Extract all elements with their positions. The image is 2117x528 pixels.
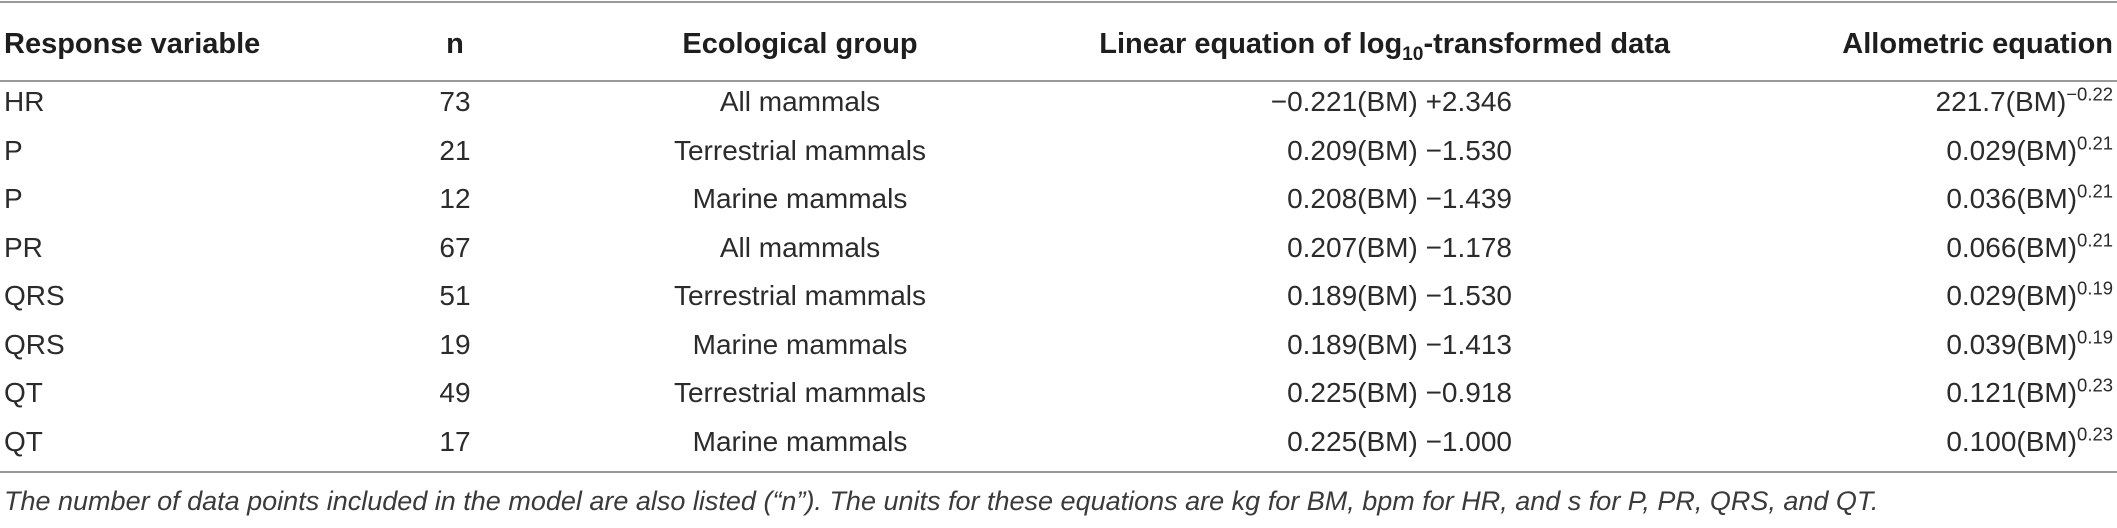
header-linear-equation: Linear equation of log10-transformed dat… <box>1040 10 1690 78</box>
cell-response: HR <box>4 86 45 118</box>
cell-n: 12 <box>439 183 471 215</box>
header-row: Response variable n Ecological group Lin… <box>0 10 2117 78</box>
cell-group: Marine mammals <box>692 328 908 360</box>
cell-group: All mammals <box>719 231 881 263</box>
cell-n: 21 <box>439 134 471 166</box>
table-row: PR 67 All mammals 0.207(BM) −1.178 0.066… <box>0 224 2117 273</box>
cell-linear-equation: −0.221(BM) +2.346 <box>1270 86 1512 118</box>
allometric-equations-table: Response variable n Ecological group Lin… <box>0 10 2117 466</box>
table-row: HR 73 All mammals −0.221(BM) +2.346 221.… <box>0 78 2117 127</box>
allometric-exponent: 0.21 <box>2077 132 2113 154</box>
cell-allometric-equation: 221.7(BM)−0.22 <box>1690 78 2117 127</box>
cell-n: 19 <box>439 328 471 360</box>
cell-response: QRS <box>4 328 65 360</box>
cell-linear-equation: 0.207(BM) −1.178 <box>1287 231 1512 263</box>
allometric-exponent: 0.21 <box>2077 229 2113 251</box>
header-allometric-equation: Allometric equation <box>1842 27 2113 60</box>
cell-n: 17 <box>439 425 471 457</box>
allometric-base: 0.066(BM) <box>1946 231 2078 263</box>
cell-group: All mammals <box>719 86 881 118</box>
header-rule <box>0 80 2117 82</box>
cell-allometric-equation: 0.066(BM)0.21 <box>1690 224 2117 273</box>
cell-allometric-equation: 0.100(BM)0.23 <box>1690 418 2117 467</box>
cell-group: Marine mammals <box>692 183 908 215</box>
header-response-variable: Response variable <box>4 27 261 60</box>
cell-allometric-equation: 0.029(BM)0.21 <box>1690 127 2117 176</box>
cell-group: Marine mammals <box>692 425 908 457</box>
cell-response: P <box>4 134 23 166</box>
table-row: P 21 Terrestrial mammals 0.209(BM) −1.53… <box>0 127 2117 176</box>
header-n: n <box>446 27 464 60</box>
allometric-base: 0.029(BM) <box>1946 280 2078 312</box>
cell-response: P <box>4 183 23 215</box>
cell-group: Terrestrial mammals <box>673 377 927 409</box>
cell-response: QT <box>4 425 43 457</box>
cell-n: 73 <box>439 86 471 118</box>
header-ecological-group: Ecological group <box>682 27 918 60</box>
cell-linear-equation: 0.209(BM) −1.530 <box>1287 134 1512 166</box>
cell-response: PR <box>4 231 43 263</box>
table-row: P 12 Marine mammals 0.208(BM) −1.439 0.0… <box>0 175 2117 224</box>
cell-n: 67 <box>439 231 471 263</box>
cell-linear-equation: 0.225(BM) −1.000 <box>1287 425 1512 457</box>
allometric-base: 0.100(BM) <box>1946 425 2078 457</box>
cell-response: QRS <box>4 280 65 312</box>
allometric-exponent: 0.19 <box>2077 326 2113 348</box>
cell-group: Terrestrial mammals <box>673 280 927 312</box>
allometric-exponent: 0.21 <box>2077 180 2113 202</box>
table-row: QRS 51 Terrestrial mammals 0.189(BM) −1.… <box>0 272 2117 321</box>
allometric-base: 0.029(BM) <box>1946 134 2078 166</box>
cell-allometric-equation: 0.121(BM)0.23 <box>1690 369 2117 418</box>
cell-allometric-equation: 0.029(BM)0.19 <box>1690 272 2117 321</box>
table-row: QRS 19 Marine mammals 0.189(BM) −1.413 0… <box>0 321 2117 370</box>
table-row: QT 17 Marine mammals 0.225(BM) −1.000 0.… <box>0 418 2117 467</box>
table-footnote: The number of data points included in th… <box>4 486 1879 516</box>
cell-linear-equation: 0.189(BM) −1.413 <box>1287 328 1512 360</box>
allometric-base: 0.039(BM) <box>1946 328 2078 360</box>
header-linear-prefix: Linear equation of log <box>1099 27 1403 60</box>
cell-linear-equation: 0.225(BM) −0.918 <box>1287 377 1512 409</box>
table-row: QT 49 Terrestrial mammals 0.225(BM) −0.9… <box>0 369 2117 418</box>
cell-linear-equation: 0.208(BM) −1.439 <box>1287 183 1512 215</box>
cell-group: Terrestrial mammals <box>673 134 927 166</box>
cell-n: 49 <box>439 377 471 409</box>
cell-allometric-equation: 0.039(BM)0.19 <box>1690 321 2117 370</box>
allometric-exponent: 0.23 <box>2077 374 2113 396</box>
allometric-exponent: 0.23 <box>2077 423 2113 445</box>
allometric-base: 0.036(BM) <box>1946 183 2078 215</box>
cell-n: 51 <box>439 280 471 312</box>
allometric-base: 221.7(BM) <box>1935 86 2067 118</box>
top-rule <box>0 1 2117 3</box>
header-linear-suffix: -transformed data <box>1423 27 1670 60</box>
allometric-exponent: −0.22 <box>2066 83 2113 105</box>
cell-response: QT <box>4 377 43 409</box>
cell-allometric-equation: 0.036(BM)0.21 <box>1690 175 2117 224</box>
bottom-rule <box>0 471 2117 473</box>
allometric-exponent: 0.19 <box>2077 277 2113 299</box>
cell-linear-equation: 0.189(BM) −1.530 <box>1287 280 1512 312</box>
allometric-base: 0.121(BM) <box>1946 377 2078 409</box>
header-linear-subscript: 10 <box>1402 43 1424 65</box>
